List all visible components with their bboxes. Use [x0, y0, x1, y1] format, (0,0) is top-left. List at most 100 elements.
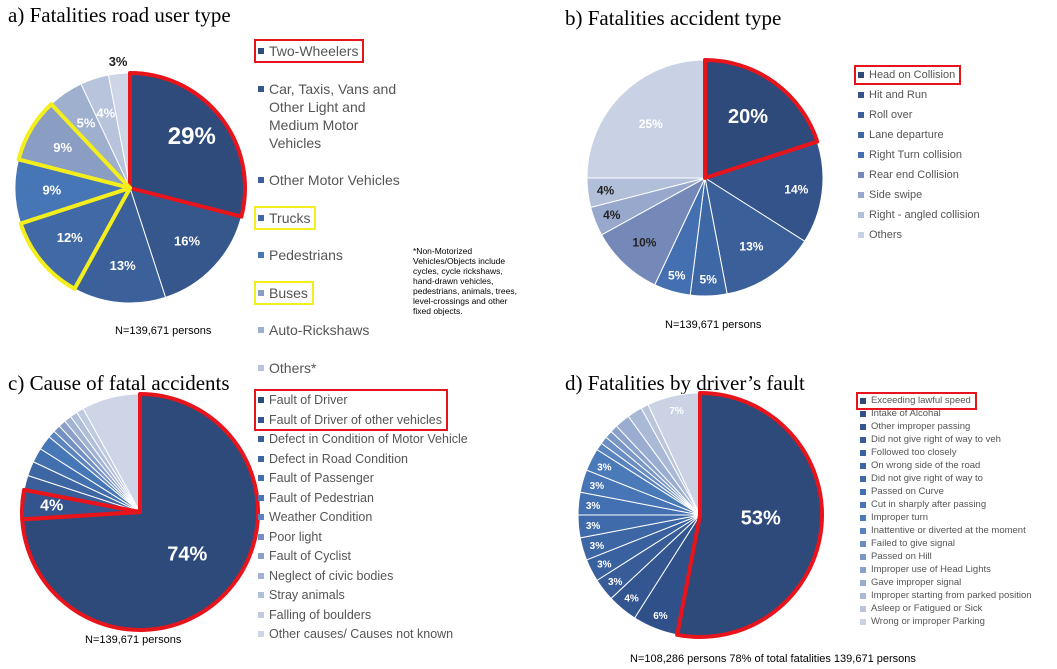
legend-label: Fault of Driver — [269, 393, 348, 407]
legend-label: Passed on Hill — [871, 551, 932, 562]
value-label: 14% — [784, 183, 808, 197]
legend-marker — [860, 476, 866, 482]
legend-item: Defect in Condition of Motor Vehicle — [258, 431, 518, 447]
legend-label: Exceeding lawful speed — [871, 395, 971, 406]
legend-item: Other Motor Vehicles — [258, 171, 408, 189]
legend-label: Trucks — [269, 209, 311, 226]
legend-marker — [258, 85, 264, 92]
legend-item: On wrong side of the road — [860, 460, 1057, 472]
legend-item: Asleep or Fatigued or Sick — [860, 603, 1057, 615]
legend-label: Roll over — [869, 109, 913, 121]
legend-label: Cut in sharply after passing — [871, 499, 987, 510]
legend-item: Right - angled collision — [858, 208, 1048, 222]
slice-outline — [20, 487, 142, 522]
sample-size-note: N=139,671 persons — [665, 319, 762, 331]
legend-item: Head on Collision — [858, 68, 1048, 82]
value-label: 3% — [586, 521, 601, 532]
legend-marker — [258, 592, 264, 598]
legend-label: Falling of boulders — [269, 607, 372, 622]
chart-title: d) Fatalities by driver’s fault — [565, 371, 805, 395]
legend-item: Auto-Rickshaws — [258, 321, 408, 339]
legend-highlight — [254, 280, 314, 305]
legend-label: Inattentive or diverted at the moment — [871, 525, 1026, 536]
legend-marker — [860, 606, 866, 612]
legend-label: Gave improper signal — [871, 577, 962, 588]
legend-marker — [258, 327, 264, 333]
legend-label: Hit and Run — [869, 89, 928, 101]
legend-label: Failed to give signal — [871, 538, 955, 549]
value-label: 4% — [624, 594, 639, 605]
sample-size-note: N=108,286 persons 78% of total fatalitie… — [630, 653, 916, 665]
legend-label: Followed too closely — [871, 447, 957, 458]
slice-outline — [18, 186, 132, 291]
sample-size-note: N=139,671 persons — [115, 325, 212, 337]
legend-marker — [858, 112, 864, 118]
value-label: 4% — [96, 106, 115, 121]
value-label: 3% — [608, 577, 623, 588]
legend-item: Did not give right of way to veh — [860, 434, 1057, 446]
legend-highlight — [856, 392, 977, 410]
legend-label: Others — [869, 229, 903, 241]
legend-label: Wrong or improper Parking — [871, 616, 985, 627]
legend-marker — [258, 177, 264, 183]
legend-item: Cut in sharply after passing — [860, 499, 1057, 511]
legend-label: Other improper passing — [871, 421, 971, 432]
legend-marker — [258, 48, 264, 54]
footnote: *Non-Motorized Vehicles/Objects include … — [413, 246, 517, 316]
legend-item: Side swipe — [858, 188, 1048, 202]
legend-item: Fault of Pedestrian — [258, 490, 518, 506]
legend-marker — [258, 416, 264, 423]
pie-slice — [600, 176, 707, 286]
legend-label: Improper turn — [871, 512, 929, 523]
legend-item: Failed to give signal — [860, 538, 1057, 550]
legend-item: Exceeding lawful speed — [860, 395, 1057, 407]
value-label: 3% — [590, 481, 605, 492]
legend-label: Side swipe — [869, 189, 923, 201]
legend-item: Two-Wheelers — [258, 42, 408, 60]
legend-highlight — [854, 65, 962, 85]
legend-label: Head on Collision — [869, 69, 956, 81]
legend-label: Defect in Condition of Motor Vehicle — [269, 432, 468, 446]
legend-marker — [258, 475, 264, 481]
legend-marker — [860, 502, 866, 508]
legend: Fault of Driver Fault of Driver of other … — [258, 392, 518, 646]
value-label: 3% — [597, 462, 612, 473]
legend-marker — [258, 494, 264, 501]
legend-item: Did not give right of way to — [860, 473, 1057, 485]
legend: Head on Collision Hit and Run Roll over Lan… — [858, 68, 1048, 248]
value-label: 4% — [40, 497, 63, 514]
legend-item: Fault of Driver of other vehicles — [258, 412, 518, 428]
legend-label: Neglect of civic bodies — [269, 568, 394, 583]
legend-item: Other causes/ Causes not known — [258, 626, 518, 642]
legend-item: Car, Taxis, Vans and Other Light and Med… — [258, 80, 408, 152]
legend-marker — [860, 580, 866, 586]
legend-item: Improper use of Head Lights — [860, 564, 1057, 576]
value-label: 25% — [639, 117, 663, 131]
value-label: 9% — [53, 140, 72, 155]
slice-outline — [16, 102, 132, 190]
legend-item: Improper turn — [860, 512, 1057, 524]
legend-marker — [860, 450, 866, 456]
legend-label: Fault of Cyclist — [269, 549, 351, 563]
legend-marker — [258, 611, 264, 618]
legend-item: Followed too closely — [860, 447, 1057, 459]
value-label: 16% — [174, 234, 200, 249]
legend-marker — [858, 72, 864, 78]
legend-item: Passed on Curve — [860, 486, 1057, 498]
legend-label: Improper use of Head Lights — [871, 564, 991, 575]
legend-item: Fault of Passenger — [258, 470, 518, 486]
legend-label: Car, Taxis, Vans and Other Light and Med… — [269, 80, 397, 151]
legend-label: Other Motor Vehicles — [269, 172, 400, 188]
legend-marker — [258, 436, 264, 442]
chart-title: a) Fatalities road user type — [8, 3, 231, 27]
legend-label: Other causes/ Causes not known — [269, 627, 454, 641]
legend-item: Poor light — [258, 529, 518, 545]
pie-slice — [703, 140, 824, 242]
legend-marker — [258, 289, 264, 296]
value-label: 4% — [603, 208, 621, 222]
legend-marker — [258, 533, 264, 540]
legend-label: Buses — [269, 284, 308, 301]
legend-marker — [858, 212, 864, 218]
value-label: 3% — [590, 541, 605, 552]
